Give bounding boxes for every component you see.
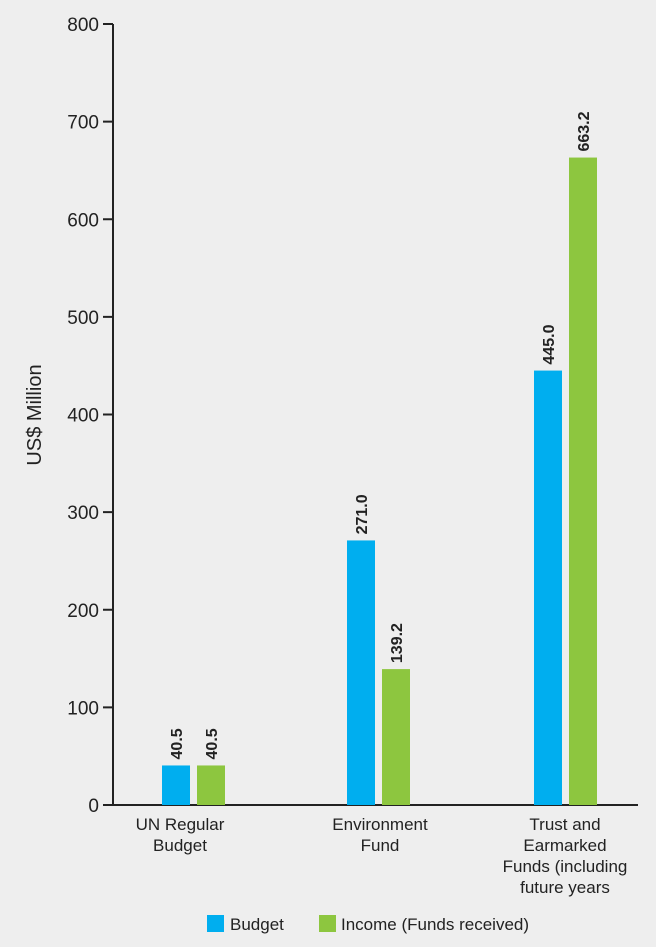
data-labels: 40.5 271.0 445.0 40.5 139.2 663.2 <box>169 111 593 759</box>
bar-budget-2 <box>534 370 562 805</box>
x-category-label: UN Regular Budget <box>136 815 225 855</box>
data-label: 271.0 <box>354 494 371 534</box>
legend-label-budget: Budget <box>230 915 284 934</box>
data-label: 663.2 <box>576 111 593 151</box>
bars <box>162 157 597 805</box>
y-tick-label: 0 <box>88 796 99 817</box>
y-tick-label: 200 <box>67 601 99 622</box>
y-tick-label: 100 <box>67 698 99 719</box>
y-tick-label: 400 <box>67 406 99 427</box>
bar-income-0 <box>197 765 225 805</box>
bar-budget-0 <box>162 765 190 805</box>
data-label: 40.5 <box>204 728 221 759</box>
legend: Budget Income (Funds received) <box>207 915 529 934</box>
bar-income-1 <box>382 669 410 805</box>
data-label: 40.5 <box>169 728 186 759</box>
legend-swatch-budget <box>207 915 224 932</box>
data-label: 139.2 <box>389 623 406 663</box>
x-category-label: Environment Fund <box>332 815 428 855</box>
x-category-label: Trust and Earmarked Funds (including future… <box>503 815 628 897</box>
y-tick-label: 500 <box>67 308 99 329</box>
legend-swatch-income <box>319 915 336 932</box>
bar-income-2 <box>569 157 597 805</box>
y-tick-label: 700 <box>67 113 99 134</box>
y-tick-label: 800 <box>67 15 99 36</box>
y-tick-label: 300 <box>67 503 99 524</box>
y-ticks: 0 100 200 300 400 500 600 700 800 <box>67 15 113 817</box>
bar-budget-1 <box>347 540 375 805</box>
y-tick-label: 600 <box>67 210 99 231</box>
legend-label-income: Income (Funds received) <box>341 915 529 934</box>
data-label: 445.0 <box>541 324 558 364</box>
category-labels: UN Regular Budget Environment Fund Trust and… <box>136 815 628 897</box>
y-axis-label: US$ Million <box>24 364 46 465</box>
